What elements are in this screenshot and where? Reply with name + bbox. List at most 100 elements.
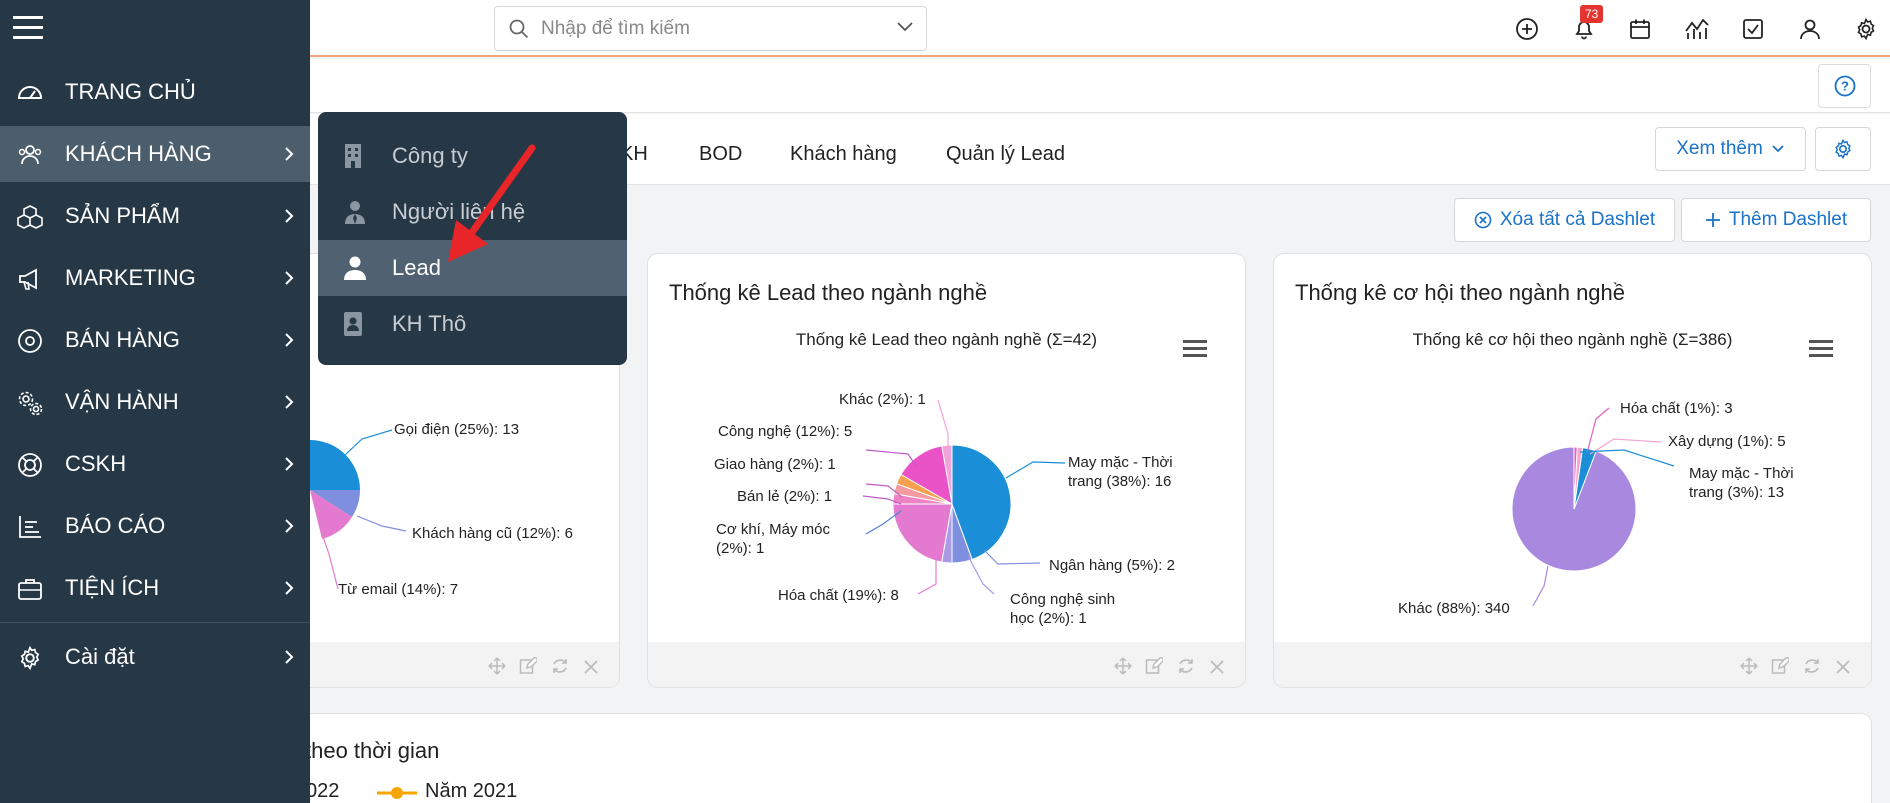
pie-slice[interactable] <box>1573 446 1578 510</box>
refresh-icon[interactable] <box>1177 657 1195 675</box>
search-icon <box>509 19 529 39</box>
sidebar-item-van-hanh[interactable]: VẬN HÀNH <box>0 374 310 430</box>
pie-slice <box>310 440 360 490</box>
settings-icon[interactable] <box>1851 14 1881 44</box>
edit-icon[interactable] <box>1145 657 1163 675</box>
more-tabs-button[interactable]: Xem thêm <box>1655 127 1806 171</box>
sidebar-item-label: BÁN HÀNG <box>65 327 180 352</box>
dashlet-card-opportunity: Thống kê cơ hội theo ngành nghề Thống kê… <box>1274 254 1871 687</box>
pie-label: (2%): 1 <box>716 540 765 557</box>
close-icon[interactable] <box>1209 659 1225 675</box>
pie-label: Giao hàng (2%): 1 <box>714 456 836 473</box>
submenu-item-kh-tho[interactable]: KH Thô <box>318 296 627 352</box>
submenu-item-label: Công ty <box>392 143 468 168</box>
pie-label: Công nghệ sinh <box>1010 591 1116 608</box>
report-icon <box>19 516 41 538</box>
chevron-right-icon <box>285 333 294 347</box>
legend-item[interactable]: Năm 2021 <box>425 780 518 802</box>
sidebar-item-tien-ich[interactable]: TIỆN ÍCH <box>0 560 310 616</box>
calendar-icon[interactable] <box>1625 14 1655 44</box>
sidebar-item-label: VẬN HÀNH <box>65 389 179 414</box>
lifebuoy-icon <box>18 453 42 477</box>
close-icon[interactable] <box>1835 659 1851 675</box>
plus-icon <box>1705 213 1720 227</box>
refresh-icon[interactable] <box>1803 657 1821 675</box>
move-icon[interactable] <box>1114 657 1132 675</box>
dashboard-tab-bar <box>0 114 1890 185</box>
chart-menu-icon[interactable] <box>1809 338 1833 358</box>
legend-item[interactable]: 022 <box>306 780 340 802</box>
dashboard-icon <box>17 86 43 99</box>
submenu-item-cong-ty[interactable]: Công ty <box>318 128 627 184</box>
sidebar-item-khach-hang[interactable]: KHÁCH HÀNG <box>0 126 310 182</box>
tab-khach-hang[interactable]: Khách hàng <box>790 143 897 165</box>
pie-label: Hóa chất (1%): 3 <box>1620 400 1733 417</box>
add-dashlet-label: Thêm Dashlet <box>1728 209 1848 230</box>
sidebar-item-label: MARKETING <box>65 265 196 290</box>
more-tabs-label: Xem thêm <box>1676 138 1763 159</box>
close-icon[interactable] <box>583 659 599 675</box>
tab-quan-ly-lead[interactable]: Quản lý Lead <box>946 143 1065 165</box>
person-icon <box>344 256 366 280</box>
pie-slice <box>310 490 352 539</box>
pie-label: Khác (88%): 340 <box>1398 600 1510 617</box>
pie-label: học (2%): 1 <box>1010 610 1087 627</box>
gears-icon <box>18 391 43 416</box>
clear-all-dashlets-label: Xóa tất cả Dashlet <box>1499 209 1656 230</box>
tab-bod[interactable]: BOD <box>699 143 743 165</box>
pie-slice[interactable] <box>892 503 953 563</box>
pie-label: trang (3%): 13 <box>1689 484 1785 501</box>
sidebar-item-trang-chu[interactable]: TRANG CHỦ <box>0 64 310 120</box>
edit-icon[interactable] <box>519 657 537 675</box>
submenu-item-label: Lead <box>392 255 441 280</box>
user-account-icon[interactable] <box>1795 14 1825 44</box>
menu-icon[interactable] <box>13 14 43 42</box>
pie-label: Xây dựng (1%): 5 <box>1668 433 1786 450</box>
pie-slice[interactable] <box>900 445 953 505</box>
submenu-item-label: KH Thô <box>392 311 467 336</box>
dashlet-title: Thống kê Lead theo ngành nghề <box>669 280 988 305</box>
dashboard-settings-button[interactable] <box>1815 127 1871 171</box>
pie-label: Bán lẻ (2%): 1 <box>737 488 833 505</box>
lead-pie-chart <box>862 399 1066 595</box>
sidebar-item-label: Cài đặt <box>65 644 135 669</box>
sidebar-item-cai-dat[interactable]: Cài đặt <box>0 629 310 685</box>
chevron-right-icon <box>285 457 294 471</box>
sidebar-item-label: SẢN PHẨM <box>65 203 180 228</box>
search-box[interactable] <box>494 6 927 51</box>
sidebar-item-ban-hang[interactable]: BÁN HÀNG <box>0 312 310 368</box>
chart-menu-icon[interactable] <box>1183 338 1207 358</box>
refresh-icon[interactable] <box>551 657 569 675</box>
help-icon: ? <box>1834 75 1855 97</box>
clear-all-dashlets-button[interactable]: Xóa tất cả Dashlet <box>1454 198 1675 242</box>
pie-slice <box>310 490 360 517</box>
sidebar: TRANG CHỦ KHÁCH HÀNG SẢN PHẨM MARKETING … <box>0 0 310 803</box>
add-dashlet-button[interactable]: Thêm Dashlet <box>1681 198 1871 242</box>
submenu-item-nguoi-lien-he[interactable]: Người liên hệ <box>318 184 627 240</box>
briefcase-icon <box>18 579 42 600</box>
move-icon[interactable] <box>488 657 506 675</box>
pie-slice[interactable] <box>951 444 1012 561</box>
sidebar-item-bao-cao[interactable]: BÁO CÁO <box>0 498 310 554</box>
add-circle-icon[interactable] <box>1512 14 1542 44</box>
sidebar-item-marketing[interactable]: MARKETING <box>0 250 310 306</box>
sidebar-divider <box>0 622 310 623</box>
chart-title: Thống kê Lead theo ngành nghề (Σ=42) <box>795 330 1098 349</box>
chevron-right-icon <box>285 271 294 285</box>
sidebar-item-label: BÁO CÁO <box>65 513 166 538</box>
help-button[interactable]: ? <box>1818 64 1871 108</box>
source-pie-chart <box>310 429 407 590</box>
dashlet-card-timeline: theo thời gian 022 Năm 2021 <box>280 714 1871 803</box>
edit-icon[interactable] <box>1771 657 1789 675</box>
megaphone-icon <box>19 268 37 290</box>
sidebar-item-cskh[interactable]: CSKH <box>0 436 310 492</box>
move-icon[interactable] <box>1740 657 1758 675</box>
stats-chart-icon[interactable] <box>1682 14 1712 44</box>
building-icon <box>345 144 361 168</box>
sidebar-item-san-pham[interactable]: SẢN PHẨM <box>0 188 310 244</box>
chevron-down-icon[interactable] <box>896 21 914 33</box>
search-input[interactable] <box>541 15 871 43</box>
pie-label: Khách hàng cũ (12%): 6 <box>412 525 573 542</box>
pie-label: May mặc - Thời <box>1068 454 1173 471</box>
task-checkbox-icon[interactable] <box>1738 14 1768 44</box>
